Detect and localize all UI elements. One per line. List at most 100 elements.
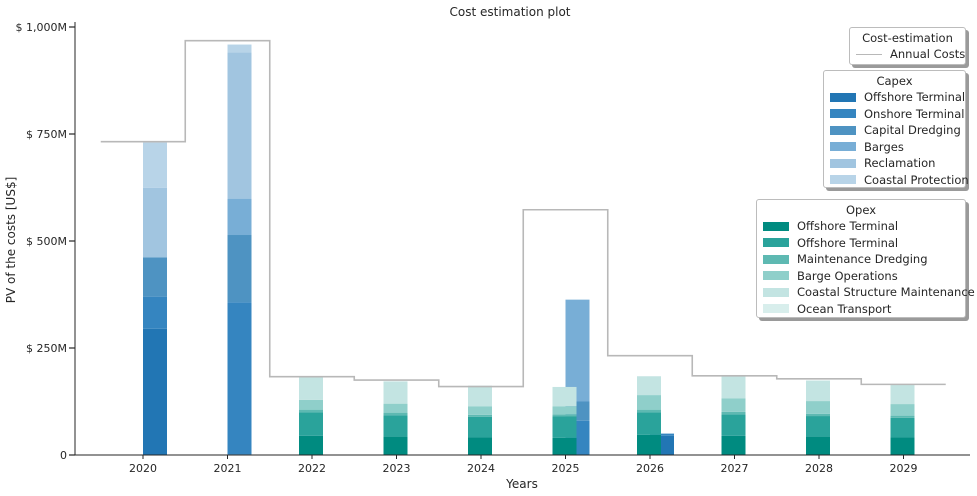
legend-capex: Capex Offshore Terminal Onshore Terminal C…	[823, 70, 969, 189]
opex-legend-item: Barge Operations	[763, 268, 959, 285]
y-ticks: 0 $ 250M $ 500M $ 750M $ 1,000M	[16, 21, 75, 462]
capex-bar-segment	[143, 296, 167, 329]
opex-bar-segment	[552, 406, 577, 415]
y-tick-label: $ 1,000M	[16, 21, 67, 34]
opex-bar-segment	[890, 415, 915, 418]
opex-bar-segment	[721, 411, 746, 415]
x-tick-label: 2026	[636, 462, 664, 475]
x-tick-label: 2023	[383, 462, 411, 475]
y-tick-label: $ 750M	[26, 128, 67, 141]
legend-swatch	[830, 175, 856, 185]
opex-bar-segment	[552, 386, 577, 407]
legend-swatch	[763, 254, 789, 264]
opex-bar-segment	[383, 381, 408, 404]
legend-capex-title: Capex	[876, 74, 913, 88]
opex-bar-segment	[552, 437, 577, 455]
legend-swatch	[763, 221, 789, 231]
x-tick-label: 2028	[805, 462, 833, 475]
opex-bar-segment	[552, 416, 577, 438]
opex-bar-segment	[637, 412, 661, 435]
opex-bar-segment	[806, 416, 830, 437]
legend-label: Onshore Terminal	[864, 106, 965, 121]
legend-label: Barges	[864, 139, 904, 154]
capex-bar-segment	[143, 257, 167, 297]
legend-swatch	[830, 125, 856, 135]
legend-opex: Opex Offshore Terminal Offshore Terminal M…	[756, 199, 975, 318]
y-tick-label: $ 500M	[26, 235, 67, 248]
legend-label: Coastal Protection	[864, 172, 969, 187]
capex-legend-item: Offshore Terminal	[830, 89, 965, 106]
capex-bars	[143, 44, 674, 455]
legend-label: Barge Operations	[797, 268, 898, 283]
legend-swatch	[763, 271, 789, 281]
opex-legend-item: Offshore Terminal	[763, 218, 959, 235]
legend-swatch	[763, 238, 789, 248]
opex-bar-segment	[721, 374, 746, 399]
x-tick-label: 2021	[214, 462, 242, 475]
capex-bar-segment	[143, 142, 167, 188]
legend-swatch	[830, 158, 856, 168]
legend-label: Annual Costs	[890, 47, 966, 62]
legend-opex-title: Opex	[845, 203, 877, 217]
opex-bar-segment	[299, 435, 323, 455]
opex-bar-segment	[468, 416, 492, 438]
capex-bar-segment	[143, 328, 167, 455]
legend-swatch	[830, 109, 856, 119]
opex-bar-segment	[299, 399, 323, 410]
opex-legend-item: Maintenance Dredging	[763, 251, 959, 268]
legend-label: Offshore Terminal	[797, 219, 899, 234]
capex-bar-segment	[227, 198, 252, 236]
chart-title: Cost estimation plot	[449, 5, 570, 19]
legend-item-annual-costs: Annual Costs	[856, 46, 965, 63]
opex-bar-segment	[383, 403, 408, 413]
opex-bar-segment	[383, 436, 408, 455]
opex-bar-segment	[383, 412, 408, 416]
capex-bar-segment	[227, 302, 252, 455]
capex-bar-segment	[565, 299, 590, 402]
opex-legend-item: Ocean Transport	[763, 301, 959, 318]
legend-swatch	[763, 287, 789, 297]
legend-cost-estimation: Cost-estimation Annual Costs	[849, 27, 966, 65]
capex-bar-segment	[227, 235, 252, 303]
legend-label: Maintenance Dredging	[797, 252, 928, 267]
opex-bars	[299, 374, 915, 455]
opex-bar-segment	[806, 401, 830, 414]
capex-legend-item: Coastal Protection	[830, 172, 969, 189]
x-tick-label: 2025	[552, 462, 580, 475]
legend-label: Offshore Terminal	[864, 90, 966, 105]
opex-bar-segment	[299, 412, 323, 436]
capex-bar-segment	[227, 52, 252, 199]
opex-bar-segment	[890, 437, 915, 455]
legend-label: Capital Dredging	[864, 123, 961, 138]
opex-bar-segment	[468, 414, 492, 417]
x-axis-label: Years	[505, 477, 538, 491]
opex-bar-segment	[721, 414, 746, 436]
opex-bar-segment	[468, 406, 492, 415]
opex-bar-segment	[806, 436, 830, 455]
opex-bar-segment	[637, 395, 661, 410]
y-tick-label: $ 250M	[26, 342, 67, 355]
capex-legend-item: Onshore Terminal	[830, 106, 964, 123]
legend-cost-title: Cost-estimation	[862, 31, 953, 45]
legend-swatch	[830, 92, 856, 102]
opex-bar-segment	[806, 413, 830, 417]
y-tick-label: 0	[60, 449, 67, 462]
legend-swatch	[763, 304, 789, 314]
opex-bar-segment	[890, 404, 915, 416]
x-ticks: 2020 2021 2022 2023 2024 2025 2026 2027 2028 2029	[129, 455, 918, 475]
opex-bar-segment	[468, 437, 492, 455]
opex-bar-segment	[637, 376, 661, 396]
opex-bar-segment	[552, 414, 577, 417]
y-axis-label: PV of the costs [US$]	[4, 177, 18, 304]
opex-bar-segment	[721, 435, 746, 455]
opex-bar-segment	[890, 384, 915, 405]
opex-legend-item: Offshore Terminal	[763, 235, 959, 252]
opex-bar-segment	[383, 415, 408, 437]
annual-costs-line	[100, 39, 946, 388]
x-tick-label: 2020	[129, 462, 157, 475]
capex-legend-item: Reclamation	[830, 155, 959, 172]
x-tick-label: 2024	[467, 462, 495, 475]
opex-bar-segment	[637, 434, 661, 455]
legend-label: Reclamation	[864, 156, 936, 171]
